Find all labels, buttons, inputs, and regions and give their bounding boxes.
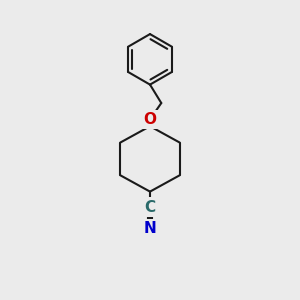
Text: N: N <box>144 221 156 236</box>
Text: C: C <box>144 200 156 214</box>
Text: O: O <box>143 112 157 127</box>
